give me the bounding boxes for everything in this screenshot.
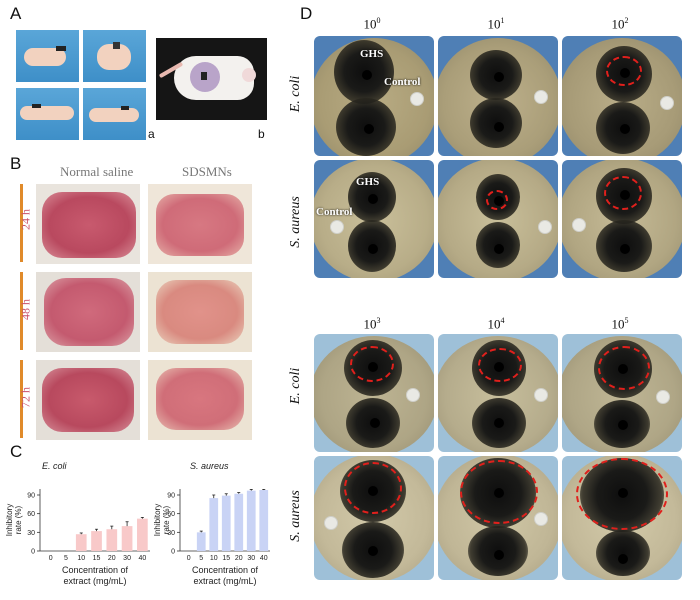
hand-photo-3 [16, 88, 79, 140]
x-tick-label-ecoli-5: 5 [64, 555, 68, 562]
time-label-24h: 24 h [18, 209, 33, 230]
row-label-ecoli-bottom: E. coli [288, 367, 303, 405]
x-tick-label-saureus-0: 0 [187, 555, 191, 562]
y-tick-label-ecoli-0: 0 [31, 549, 35, 556]
x-axis-label-line2-ecoli: extract (mg/mL) [63, 576, 126, 586]
bar-ecoli-40 [137, 518, 148, 551]
time-label-72h: 72 h [18, 387, 33, 408]
y-tick-label-ecoli-30: 30 [27, 530, 35, 537]
x-axis-label-line2-saureus: extract (mg/mL) [193, 576, 256, 586]
plate-ecoli-1e0: GHS Control [314, 36, 434, 156]
y-axis-label-line2-ecoli: rate (%) [14, 505, 23, 534]
dilution-label-6: 105 [611, 316, 629, 332]
x-tick-label-saureus-5: 5 [199, 555, 203, 562]
y-tick-label-saureus-90: 90 [167, 493, 175, 500]
y-tick-label-saureus-60: 60 [167, 511, 175, 518]
y-tick-label-ecoli-60: 60 [27, 511, 35, 518]
panel-label-c: C [10, 442, 23, 461]
x-tick-label-ecoli-40: 40 [138, 555, 146, 562]
x-tick-label-ecoli-20: 20 [108, 555, 116, 562]
time-label-48h: 48 h [18, 299, 33, 320]
bar-saureus-20 [234, 493, 244, 551]
plate-saureus-1e5 [562, 456, 682, 580]
x-tick-label-saureus-20: 20 [235, 555, 243, 562]
dilution-label-2: 101 [487, 16, 505, 32]
label-ghs-ecoli: GHS [360, 48, 384, 60]
rat-photo [156, 38, 267, 120]
skin-photo-sdsmns-72h [148, 360, 252, 440]
x-tick-label-saureus-40: 40 [260, 555, 268, 562]
plate-saureus-1e1 [438, 160, 558, 278]
x-axis-label-line1-saureus: Concentration of [192, 565, 259, 575]
label-ghs-saureus: GHS [356, 176, 380, 188]
skin-photo-saline-24h [36, 184, 140, 264]
plate-ecoli-1e1 [438, 36, 558, 156]
row-label-saureus-top: S. aureus [288, 196, 303, 248]
time-bar-72h [20, 360, 23, 438]
dilution-label-1: 100 [363, 16, 381, 32]
x-axis-label-line1-ecoli: Concentration of [62, 565, 129, 575]
hand-photo-2 [83, 30, 146, 82]
plate-saureus-1e3 [314, 456, 434, 580]
label-control-saureus: Control [316, 206, 353, 218]
bar-ecoli-15 [91, 531, 102, 551]
y-tick-label-saureus-0: 0 [171, 549, 175, 556]
bar-ecoli-20 [106, 529, 118, 551]
panel-label-d: D [300, 4, 313, 23]
y-axis-label-line1-saureus: Inhibitory [153, 504, 162, 536]
x-tick-label-saureus-15: 15 [222, 555, 230, 562]
plate-saureus-1e4 [438, 456, 558, 580]
y-axis-label-line2-saureus: rate (%) [162, 505, 171, 534]
time-bar-48h [20, 272, 23, 350]
skin-photo-sdsmns-24h [148, 184, 252, 264]
plate-saureus-1e2 [562, 160, 682, 278]
subpanel-label-a: a [148, 127, 155, 141]
x-tick-label-ecoli-0: 0 [49, 555, 53, 562]
bar-saureus-30 [246, 490, 256, 551]
row-label-saureus-bottom: S. aureus [288, 490, 303, 542]
dilution-label-4: 103 [363, 316, 381, 332]
skin-photo-saline-48h [36, 272, 140, 352]
skin-photo-sdsmns-48h [148, 272, 252, 352]
x-tick-label-ecoli-30: 30 [123, 555, 131, 562]
dilution-label-3: 102 [611, 16, 629, 32]
x-tick-label-ecoli-10: 10 [77, 555, 85, 562]
bar-ecoli-10 [75, 534, 87, 551]
bar-saureus-15 [221, 495, 231, 551]
column-header-sdsmns: SDSMNs [182, 164, 232, 179]
bar-saureus-40 [259, 490, 269, 551]
panel-label-b: B [10, 154, 22, 173]
subpanel-label-b: b [258, 127, 265, 141]
hand-photo-4 [83, 88, 146, 140]
panel-label-a: A [10, 4, 22, 23]
bar-saureus-5 [196, 532, 206, 551]
plate-ecoli-1e3 [314, 334, 434, 452]
chart-title-ecoli: E. coli [42, 461, 68, 471]
bar-saureus-10 [209, 498, 219, 551]
time-bar-24h [20, 184, 23, 262]
x-tick-label-ecoli-15: 15 [93, 555, 101, 562]
y-tick-label-ecoli-90: 90 [27, 493, 35, 500]
chart-title-saureus: S. aureus [190, 461, 229, 471]
plate-ecoli-1e4 [438, 334, 558, 452]
plate-ecoli-1e5 [562, 334, 682, 452]
skin-photo-saline-72h [36, 360, 140, 440]
row-label-ecoli-top: E. coli [288, 75, 303, 113]
label-control-ecoli: Control [384, 76, 421, 88]
hand-photo-1 [16, 30, 79, 82]
y-axis-label-line1-ecoli: Inhibitory [5, 504, 14, 536]
x-tick-label-saureus-30: 30 [247, 555, 255, 562]
bar-ecoli-30 [121, 526, 133, 551]
y-tick-label-saureus-30: 30 [167, 530, 175, 537]
x-tick-label-saureus-10: 10 [210, 555, 218, 562]
dilution-label-5: 104 [487, 316, 505, 332]
plate-ecoli-1e2 [562, 36, 682, 156]
column-header-normal-saline: Normal saline [60, 164, 134, 179]
plate-saureus-1e0: GHS Control [314, 160, 434, 278]
